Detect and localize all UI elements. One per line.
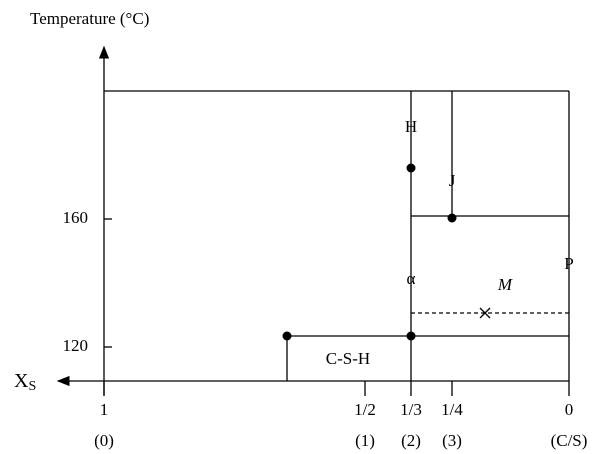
point — [447, 213, 457, 223]
y-tick-label: 160 — [63, 208, 89, 227]
x-tick-label: 1/2 — [354, 400, 376, 419]
x-tick-label: 1/3 — [400, 400, 422, 419]
region-label: C-S-H — [326, 349, 370, 368]
point — [282, 331, 292, 341]
region-label: α — [407, 269, 416, 288]
x-tick-label: 1/4 — [441, 400, 463, 419]
x-tick-label: 1 — [100, 400, 109, 419]
cross — [479, 307, 491, 319]
x-ticks: 1 (0) 1/2 (1) 1/3 (2) 1/4 (3) 0 (C/S) — [94, 381, 587, 450]
x-tick-sublabel: (1) — [355, 431, 375, 450]
region-label: H — [405, 117, 417, 136]
y-axis-title: Temperature (°C) — [30, 9, 149, 28]
x-tick-sublabel: (0) — [94, 431, 114, 450]
x-tick-sublabel: (C/S) — [551, 431, 588, 450]
x-tick-sublabel: (3) — [442, 431, 462, 450]
x-axis-label: XS — [14, 370, 36, 395]
region-label: P — [564, 254, 573, 273]
point — [406, 163, 416, 173]
y-tick-label: 120 — [63, 336, 89, 355]
point — [406, 331, 416, 341]
x-tick-label: 0 — [565, 400, 574, 419]
region-label: J — [449, 171, 456, 190]
x-tick-sublabel: (2) — [401, 431, 421, 450]
region-label: M — [497, 275, 513, 294]
